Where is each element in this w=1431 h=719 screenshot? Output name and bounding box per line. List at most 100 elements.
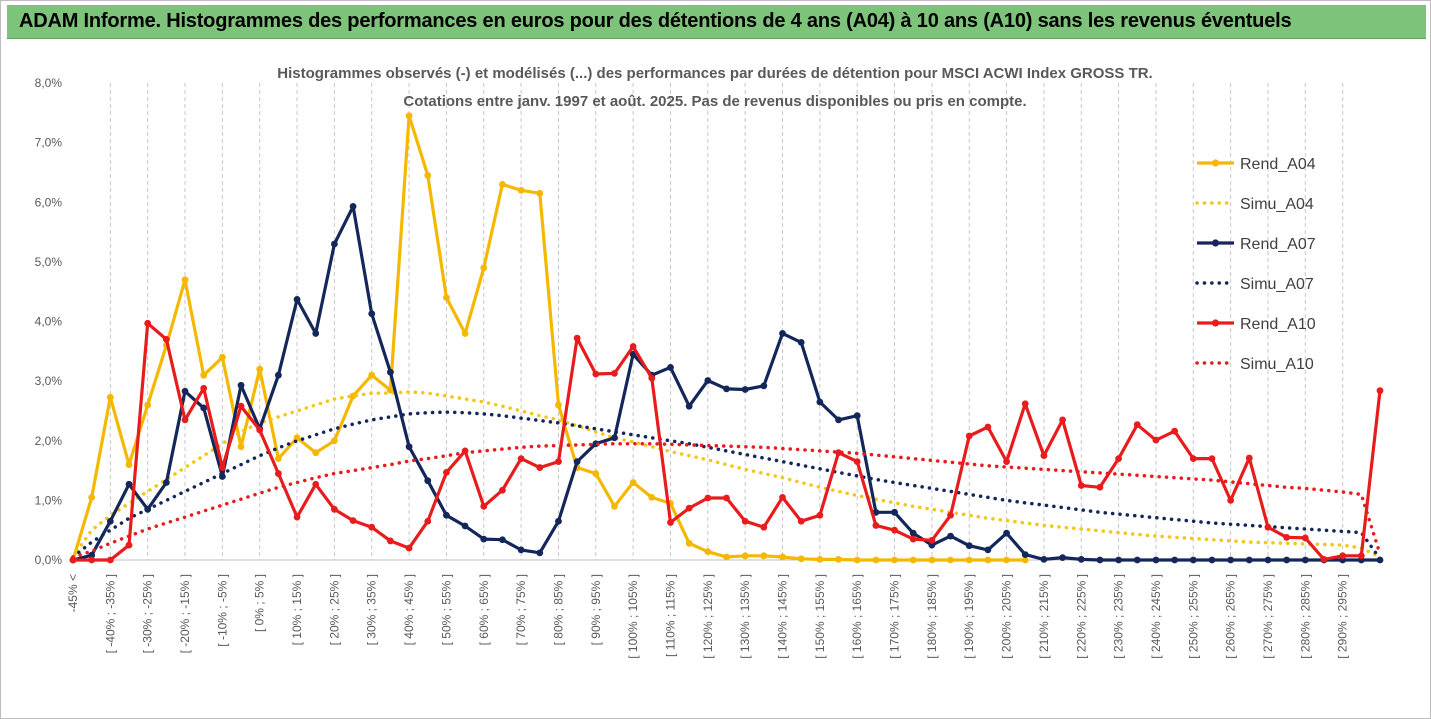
data-point [181, 387, 189, 395]
series-line-rend-a10 [73, 321, 1382, 562]
data-point [797, 338, 805, 346]
data-point [499, 180, 506, 188]
data-point [741, 517, 749, 525]
data-point [872, 522, 880, 529]
data-point [1264, 523, 1272, 531]
report-banner: ADAM Informe. Histogrammes des performan… [7, 5, 1426, 39]
data-point [779, 553, 786, 561]
data-point [256, 426, 264, 434]
chart-subtitle: Cotations entre janv. 1997 et août. 2025… [403, 93, 1026, 110]
chart-grid [73, 83, 1380, 561]
data-point [667, 364, 674, 371]
data-point [573, 334, 581, 342]
data-point [1152, 436, 1160, 444]
data-point [853, 556, 861, 564]
data-point [1096, 556, 1104, 564]
x-tick-label: [ 70% ; 75% ] [514, 574, 528, 645]
data-point [965, 556, 973, 564]
data-point [200, 384, 208, 392]
data-point [1003, 556, 1010, 564]
data-point [499, 536, 506, 544]
data-point [200, 371, 208, 379]
data-point [387, 537, 394, 545]
data-point [1227, 496, 1235, 504]
data-point [387, 368, 394, 376]
data-point [1077, 482, 1085, 489]
data-point [237, 443, 245, 451]
x-tick-label: [ 220% ; 225% ] [1074, 574, 1088, 659]
data-point [891, 508, 898, 516]
data-point [704, 548, 712, 556]
y-tick-label: 7,0% [35, 136, 63, 150]
y-tick-label: 2,0% [35, 434, 63, 448]
data-point [592, 370, 600, 378]
data-point [1245, 556, 1253, 564]
data-point [443, 294, 450, 302]
data-point [928, 541, 936, 549]
data-point [312, 480, 320, 488]
data-point [797, 517, 805, 525]
legend-marker [1211, 239, 1220, 247]
data-point [741, 552, 749, 560]
y-tick-label: 1,0% [35, 493, 63, 507]
x-tick-label: [ 260% ; 265% ] [1224, 574, 1238, 659]
data-point [368, 310, 376, 318]
data-point [517, 546, 525, 554]
data-point [88, 551, 96, 559]
data-point [909, 529, 917, 537]
x-tick-label: [ 0% ; 5% ] [253, 574, 267, 632]
data-point [1003, 529, 1010, 537]
data-point [723, 494, 730, 502]
data-point [611, 434, 618, 442]
data-point [984, 423, 992, 431]
data-point [106, 517, 114, 525]
data-point [816, 398, 824, 406]
x-axis-ticks: -45% < [ -40% ; -35% ] [ -30% ; -25% ] [ -2… [66, 574, 1350, 659]
x-tick-label: [ 200% ; 205% ] [1000, 574, 1014, 659]
data-point [760, 382, 768, 390]
data-point [125, 461, 133, 468]
y-tick-label: 6,0% [35, 195, 63, 209]
y-tick-label: 0,0% [35, 553, 63, 567]
data-point [125, 480, 133, 488]
x-tick-label: [ 290% ; 295% ] [1336, 574, 1350, 659]
data-point [1003, 458, 1010, 466]
data-point [947, 511, 954, 519]
data-point [629, 350, 637, 358]
data-point [1189, 455, 1197, 463]
data-point [1357, 552, 1365, 560]
legend-label: Simu_A04 [1240, 196, 1314, 213]
x-tick-label: [ 130% ; 135% ] [738, 574, 752, 659]
data-point [1152, 556, 1160, 564]
data-point [1096, 483, 1104, 491]
data-point [685, 504, 693, 512]
data-point [368, 371, 376, 379]
data-point [162, 335, 170, 343]
data-point [293, 513, 301, 521]
x-tick-label: [ 110% ; 115% ] [663, 574, 677, 657]
data-point [760, 552, 768, 560]
data-point [741, 386, 749, 393]
data-point [144, 319, 152, 327]
x-tick-label: [ 90% ; 95% ] [589, 574, 603, 645]
data-point [1301, 556, 1309, 564]
data-point [536, 549, 544, 557]
data-point [331, 437, 338, 445]
data-point [480, 264, 488, 272]
data-point [349, 203, 357, 210]
data-point [274, 470, 282, 477]
data-point [1171, 427, 1179, 435]
data-point [443, 511, 450, 519]
data-point [555, 401, 562, 409]
data-point [629, 343, 637, 350]
data-point [872, 556, 880, 564]
data-point [1171, 556, 1179, 564]
data-point [1133, 556, 1141, 564]
x-tick-label: [ 270% ; 275% ] [1261, 574, 1275, 659]
data-point [723, 385, 730, 393]
data-point [218, 353, 226, 361]
data-point [88, 556, 96, 564]
data-point [1021, 400, 1029, 408]
data-point [723, 553, 730, 561]
